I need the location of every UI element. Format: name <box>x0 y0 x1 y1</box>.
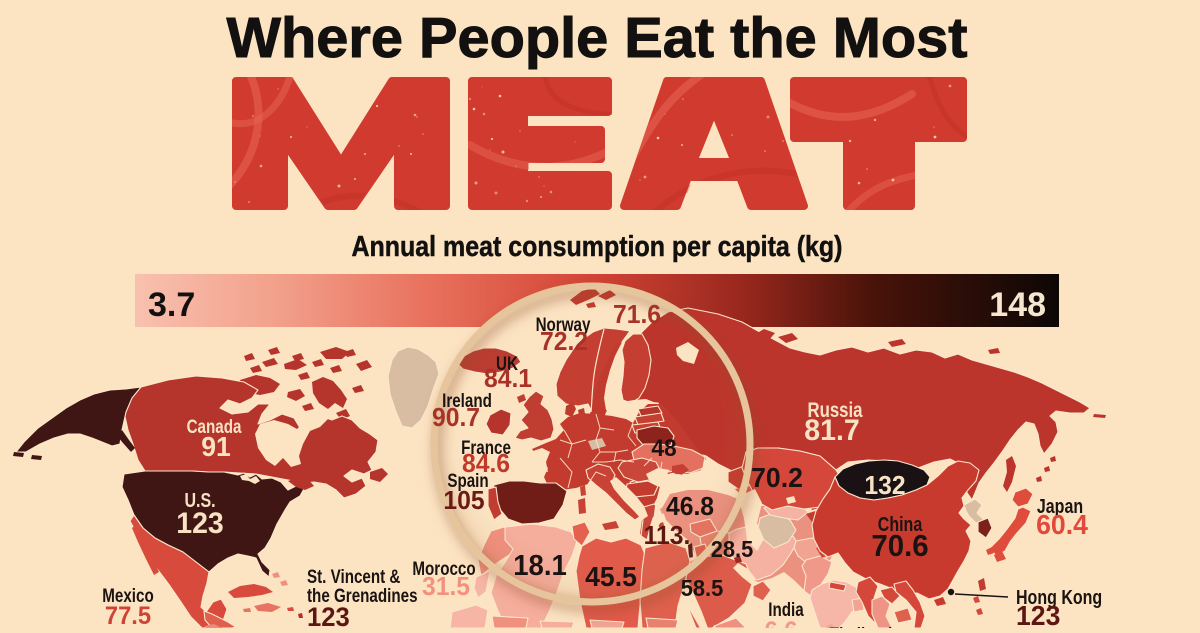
svg-text:Thailand: Thailand <box>830 623 892 628</box>
svg-text:Russia: Russia <box>807 399 862 422</box>
svg-text:45.5: 45.5 <box>585 560 637 592</box>
svg-text:132: 132 <box>864 471 905 500</box>
svg-text:France: France <box>461 436 511 458</box>
svg-text:105: 105 <box>443 486 484 515</box>
svg-text:UK: UK <box>496 352 518 374</box>
svg-text:Annual meat consumption per ca: Annual meat consumption per capita (kg) <box>352 231 843 263</box>
svg-text:84.1: 84.1 <box>484 364 532 393</box>
svg-text:123: 123 <box>307 601 350 628</box>
svg-text:77.5: 77.5 <box>105 602 151 628</box>
svg-text:123: 123 <box>176 507 224 540</box>
svg-text:Canada: Canada <box>187 415 242 437</box>
svg-text:Japan: Japan <box>1037 495 1083 517</box>
svg-text:Ireland: Ireland <box>442 389 492 411</box>
svg-text:70.6: 70.6 <box>871 529 928 563</box>
svg-text:72.2: 72.2 <box>540 327 588 356</box>
svg-text:113.: 113. <box>644 521 691 550</box>
svg-text:48: 48 <box>651 434 676 461</box>
svg-text:Where People Eat the Most: Where People Eat the Most <box>227 6 968 70</box>
svg-text:Spain: Spain <box>447 469 488 491</box>
svg-text:28.5: 28.5 <box>711 536 754 562</box>
svg-text:18.1: 18.1 <box>513 548 567 581</box>
svg-text:148: 148 <box>989 286 1046 324</box>
svg-text:60.4: 60.4 <box>1036 508 1089 540</box>
svg-text:Hong Kong: Hong Kong <box>1016 586 1102 608</box>
svg-text:Morocco: Morocco <box>412 557 475 579</box>
svg-text:81.7: 81.7 <box>804 414 859 447</box>
svg-text:U.S.: U.S. <box>184 489 215 511</box>
svg-text:91: 91 <box>201 430 231 462</box>
svg-text:Norway: Norway <box>536 313 591 335</box>
svg-text:90.7: 90.7 <box>432 403 480 432</box>
svg-text:71.6: 71.6 <box>613 300 661 329</box>
svg-text:India: India <box>768 598 804 620</box>
svg-text:84.6: 84.6 <box>462 449 510 478</box>
svg-text:70.2: 70.2 <box>751 461 803 493</box>
svg-text:6.6: 6.6 <box>764 617 797 628</box>
svg-text:46.8: 46.8 <box>666 492 714 521</box>
svg-text:China: China <box>878 513 923 535</box>
svg-text:St. Vincent &: St. Vincent & <box>307 565 400 587</box>
svg-text:the Grenadines: the Grenadines <box>307 584 418 606</box>
svg-text:123: 123 <box>1016 599 1060 628</box>
svg-text:Mexico: Mexico <box>102 584 153 606</box>
svg-text:3.7: 3.7 <box>148 286 195 324</box>
svg-text:58.5: 58.5 <box>681 575 724 601</box>
svg-text:31.5: 31.5 <box>422 572 470 601</box>
